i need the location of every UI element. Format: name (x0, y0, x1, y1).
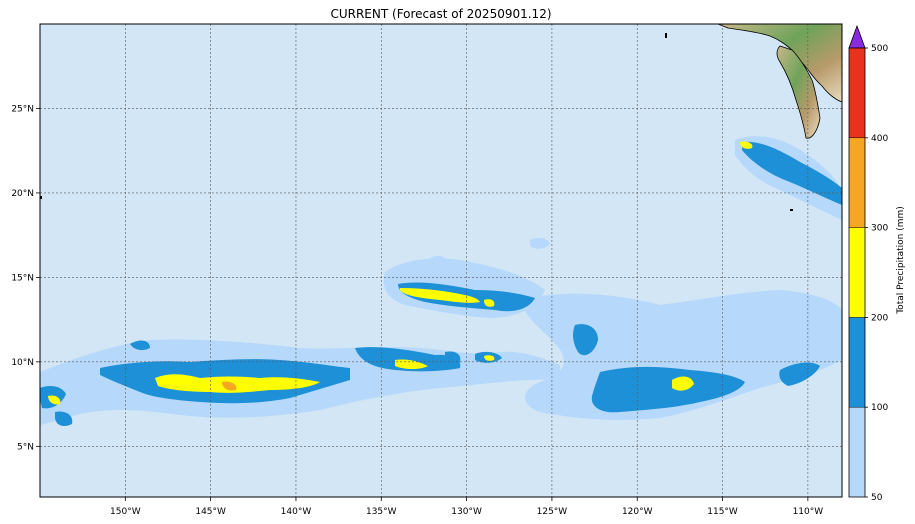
map-frame (39, 23, 843, 498)
colorbar-tick-label: 50 (871, 493, 883, 503)
lat-tick-label: 20°N (11, 189, 34, 199)
precip-level-200-300 (48, 141, 753, 405)
colorbar: 500 400 300 200 100 50 Total Precipitation (m… (848, 24, 906, 503)
lon-tick-label: 140°W (281, 507, 312, 517)
lon-tick-label: 130°W (451, 507, 482, 517)
gridlines (40, 24, 842, 497)
lon-tick-label: 110°W (793, 507, 824, 517)
lon-tick-label: 135°W (366, 507, 397, 517)
colorbar-blocks (849, 48, 865, 497)
colorbar-frame (848, 47, 866, 498)
baja-peninsula-tip (776, 45, 821, 139)
precipitation-field (40, 24, 842, 426)
lon-tick-label: 120°W (622, 507, 653, 517)
small-island-2 (790, 209, 793, 211)
colorbar-label: Total Precipitation (mm) (896, 206, 906, 315)
colorbar-block-400-500 (849, 48, 865, 138)
lat-tick-label: 25°N (11, 104, 34, 114)
map-title: CURRENT (Forecast of 20250901.12) (330, 7, 552, 21)
colorbar-block-100-200 (849, 317, 865, 408)
colorbar-extend-triangle (848, 24, 866, 49)
colorbar-tick-label: 500 (871, 44, 888, 54)
small-island (665, 33, 667, 38)
lat-tick-label: 15°N (11, 273, 34, 283)
lon-tick-label: 115°W (707, 507, 738, 517)
colorbar-tick-label: 200 (871, 313, 888, 323)
colorbar-tick-label: 400 (871, 134, 888, 144)
longitude-ticks: 150°W 145°W 140°W 135°W 130°W 125°W 120°W 115°W… (110, 497, 823, 517)
precip-level-300-400 (222, 381, 237, 391)
lat-tick-label: 5°N (17, 442, 34, 452)
latitude-ticks: 25°N 20°N 15°N 10°N 5°N (11, 104, 40, 452)
lon-tick-label: 150°W (110, 507, 141, 517)
colorbar-block-200-300 (849, 227, 865, 318)
colorbar-block-50-100 (849, 407, 865, 497)
lon-tick-label: 125°W (537, 507, 568, 517)
lon-tick-label: 145°W (195, 507, 226, 517)
colorbar-block-300-400 (849, 137, 865, 228)
lat-tick-label: 10°N (11, 358, 34, 368)
colorbar-ticks: 500 400 300 200 100 50 (865, 44, 888, 503)
colorbar-tick-label: 300 (871, 224, 888, 234)
small-island-3 (40, 196, 42, 199)
colorbar-tick-label: 100 (871, 403, 888, 413)
